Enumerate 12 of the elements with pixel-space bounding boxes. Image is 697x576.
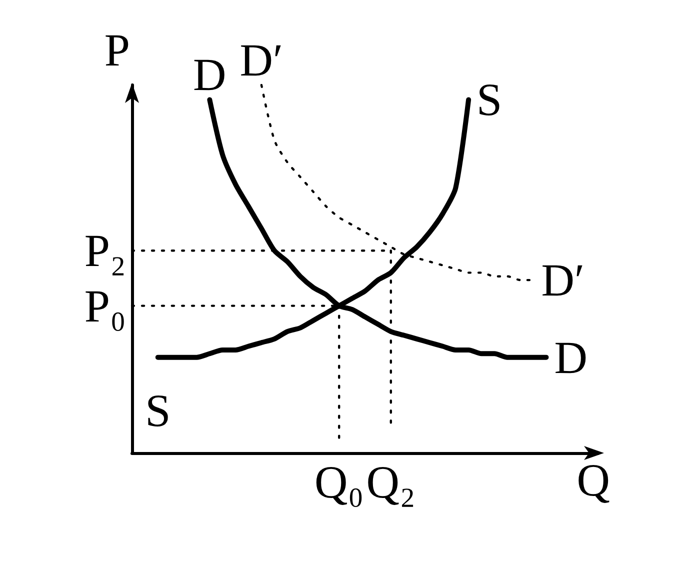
legend-label: D [193, 49, 226, 100]
x-tick-label: Q₀ [314, 456, 364, 508]
y-axis-title: P [104, 24, 130, 76]
series-label: D′ [541, 254, 585, 306]
text: D [554, 332, 588, 383]
x-tick-label: Q₂ [366, 456, 416, 508]
series-label: S [476, 74, 502, 126]
x-axis-title: Q [576, 454, 610, 506]
series-label: P₂ [84, 225, 126, 276]
text: S [145, 384, 171, 436]
series-label: P₀ [84, 280, 126, 332]
text: D′ [240, 34, 284, 86]
